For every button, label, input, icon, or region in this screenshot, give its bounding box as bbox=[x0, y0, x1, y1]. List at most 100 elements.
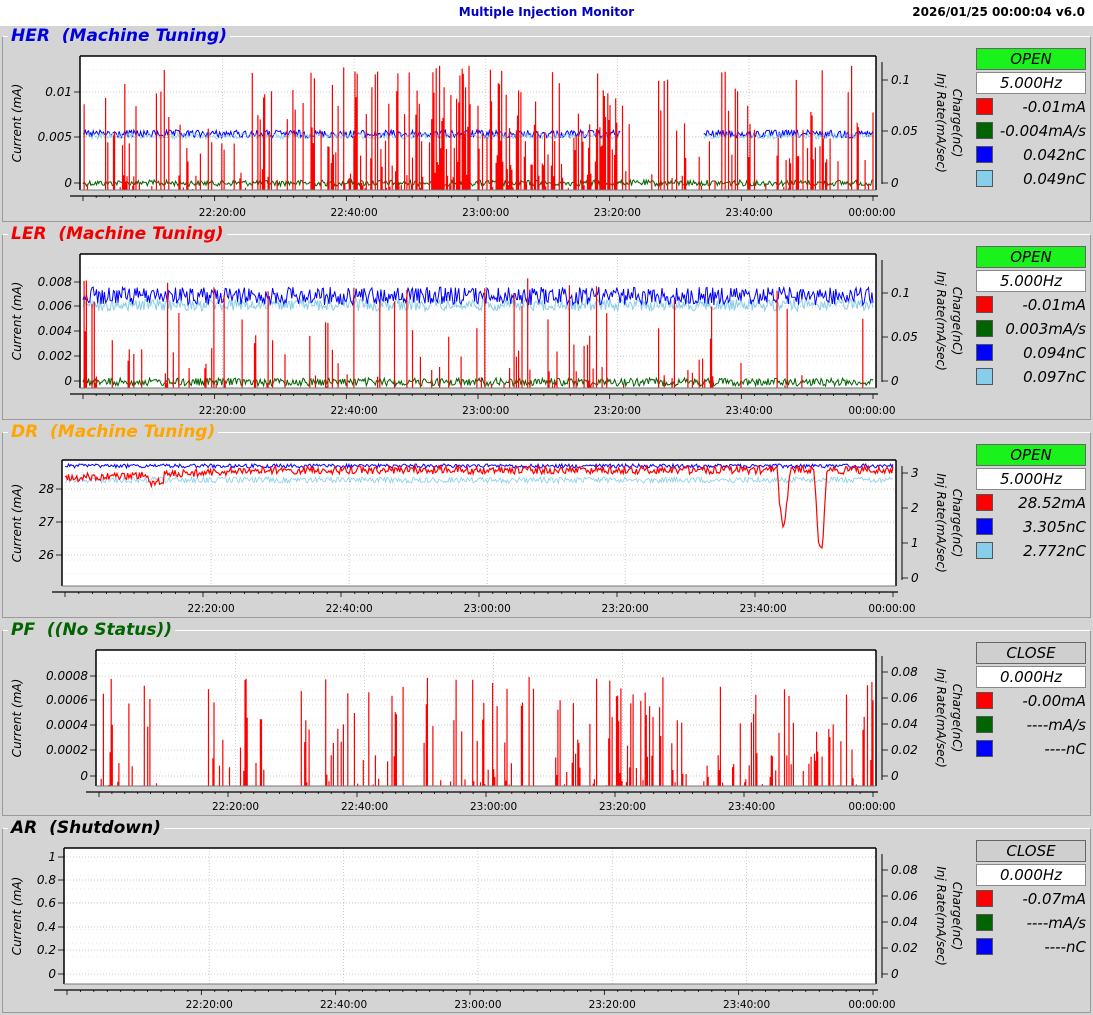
plot-area: 22:20:00 22:40:00 23:00:00 23:20:00 23:40:00… bbox=[10, 847, 964, 1011]
legend-value: ----nC bbox=[1044, 938, 1086, 956]
left-tick-label: 0.4 bbox=[37, 920, 56, 934]
legend-item: 0.042nC bbox=[976, 144, 1088, 166]
time-tick-label: 22:40:00 bbox=[330, 207, 377, 219]
trace-charge-b bbox=[82, 131, 874, 141]
panel-frame bbox=[2, 828, 1091, 1013]
legend-item: ----mA/s bbox=[976, 912, 1088, 934]
right-tick-label: 0 bbox=[891, 967, 899, 981]
left-tick-label: 0.0002 bbox=[46, 743, 88, 757]
legend-value: -0.01mA bbox=[1022, 98, 1086, 116]
time-tick-label: 22:40:00 bbox=[326, 603, 373, 615]
time-tick-label: 23:20:00 bbox=[594, 405, 641, 417]
right-axis-label-charge: Charge(nC) bbox=[950, 882, 964, 951]
panel-ler: LER (Machine Tuning) 22:20:00 22:40:00 23:0… bbox=[0, 224, 1093, 422]
time-tick-label: 23:00:00 bbox=[462, 405, 509, 417]
legend-swatch bbox=[976, 938, 993, 955]
trace-charge-b bbox=[82, 297, 874, 313]
app-title: Multiple Injection Monitor bbox=[458, 5, 635, 19]
right-tick-label: 0.04 bbox=[891, 717, 918, 731]
left-axis-label: Current (mA) bbox=[10, 484, 24, 563]
left-tick-label: 0 bbox=[80, 769, 88, 783]
left-axis-label: Current (mA) bbox=[10, 84, 24, 163]
time-tick-label: 23:40:00 bbox=[723, 999, 770, 1011]
right-tick-label: 0.04 bbox=[891, 915, 918, 929]
status-indicator: OPEN bbox=[976, 48, 1086, 70]
legend-value: 0.049nC bbox=[1023, 170, 1086, 188]
left-axis-label: Current (mA) bbox=[10, 282, 24, 361]
right-tick-label: 0.02 bbox=[891, 941, 918, 955]
legend-item: 0.049nC bbox=[976, 168, 1088, 190]
panel-title: AR (Shutdown) bbox=[8, 818, 164, 838]
legend-value: 28.52mA bbox=[1018, 494, 1086, 512]
time-tick-label: 23:00:00 bbox=[454, 999, 501, 1011]
legend-item: 2.772nC bbox=[976, 540, 1088, 562]
time-tick-label: 00:00:00 bbox=[868, 603, 915, 615]
legend-swatch bbox=[976, 368, 993, 385]
left-tick-label: 0.0008 bbox=[46, 669, 88, 683]
right-tick-label: 0.05 bbox=[891, 330, 918, 344]
status-indicator: CLOSE bbox=[976, 840, 1086, 862]
status-indicator: CLOSE bbox=[976, 642, 1086, 664]
legend-value: -0.00mA bbox=[1022, 692, 1086, 710]
time-tick-label: 23:40:00 bbox=[728, 801, 775, 813]
trace-current bbox=[100, 677, 874, 786]
right-axis-label-injrate: Inj Rate(mA/sec) bbox=[934, 73, 948, 173]
time-tick-label: 22:40:00 bbox=[330, 405, 377, 417]
legend-item: ----mA/s bbox=[976, 714, 1088, 736]
right-tick-label: 3 bbox=[911, 466, 919, 480]
legend-swatch bbox=[976, 716, 993, 733]
right-axis-label-injrate: Inj Rate(mA/sec) bbox=[934, 668, 948, 768]
legend-value: ----mA/s bbox=[1026, 716, 1086, 734]
legend-item: 0.097nC bbox=[976, 366, 1088, 388]
time-tick-label: 23:40:00 bbox=[725, 207, 772, 219]
time-tick-label: 22:20:00 bbox=[212, 801, 259, 813]
left-tick-label: 0.6 bbox=[37, 896, 56, 910]
plot-area: 22:20:00 22:40:00 23:00:00 23:20:00 23:40:00… bbox=[10, 253, 964, 417]
left-tick-label: 0.004 bbox=[38, 324, 72, 338]
legend-value: 0.003mA/s bbox=[1005, 320, 1086, 338]
time-tick-label: 00:00:00 bbox=[848, 801, 895, 813]
time-tick-label: 23:20:00 bbox=[602, 603, 649, 615]
time-tick-label: 23:20:00 bbox=[599, 801, 646, 813]
legend-item: -0.00mA bbox=[976, 690, 1088, 712]
time-tick-label: 22:20:00 bbox=[199, 207, 246, 219]
left-tick-label: 0 bbox=[48, 967, 56, 981]
legend-value: ----mA/s bbox=[1026, 914, 1086, 932]
left-tick-label: 0.01 bbox=[45, 85, 72, 99]
legend-item: 28.52mA bbox=[976, 492, 1088, 514]
time-tick-label: 22:20:00 bbox=[199, 405, 246, 417]
right-tick-label: 2 bbox=[911, 501, 919, 515]
right-tick-label: 0 bbox=[911, 571, 919, 585]
right-tick-label: 1 bbox=[911, 536, 919, 550]
time-tick-label: 00:00:00 bbox=[848, 999, 895, 1011]
time-tick-label: 23:20:00 bbox=[594, 207, 641, 219]
right-tick-label: 0.02 bbox=[891, 743, 918, 757]
legend-swatch bbox=[976, 296, 993, 313]
left-tick-label: 26 bbox=[39, 548, 55, 562]
left-tick-label: 0 bbox=[64, 374, 72, 388]
legend-value: 0.097nC bbox=[1023, 368, 1086, 386]
right-tick-label: 0.05 bbox=[891, 124, 918, 138]
left-tick-label: 0.006 bbox=[38, 299, 73, 313]
legend-item: -0.07mA bbox=[976, 888, 1088, 910]
left-tick-label: 1 bbox=[48, 850, 56, 864]
panel-title: HER (Machine Tuning) bbox=[8, 26, 230, 46]
legend-swatch bbox=[976, 146, 993, 163]
frequency-readout: 0.000Hz bbox=[976, 666, 1086, 688]
time-tick-label: 00:00:00 bbox=[848, 405, 895, 417]
left-axis-label: Current (mA) bbox=[10, 877, 24, 956]
frequency-readout: 5.000Hz bbox=[976, 270, 1086, 292]
left-tick-label: 0.008 bbox=[38, 275, 73, 289]
right-tick-label: 0.06 bbox=[891, 889, 918, 903]
right-tick-label: 0 bbox=[891, 176, 899, 190]
left-tick-label: 0.0004 bbox=[46, 718, 88, 732]
right-tick-label: 0.08 bbox=[891, 863, 918, 877]
legend-swatch bbox=[976, 890, 993, 907]
title-bar: Multiple Injection Monitor 2026/01/25 00… bbox=[0, 0, 1093, 26]
panel-title: PF ((No Status)) bbox=[8, 620, 176, 640]
time-tick-label: 22:40:00 bbox=[320, 999, 367, 1011]
right-tick-label: 0 bbox=[891, 769, 899, 783]
legend-swatch bbox=[976, 170, 993, 187]
plot-area: 22:20:00 22:40:00 23:00:00 23:20:00 23:40:00… bbox=[10, 649, 964, 813]
panel-title: DR (Machine Tuning) bbox=[8, 422, 219, 442]
